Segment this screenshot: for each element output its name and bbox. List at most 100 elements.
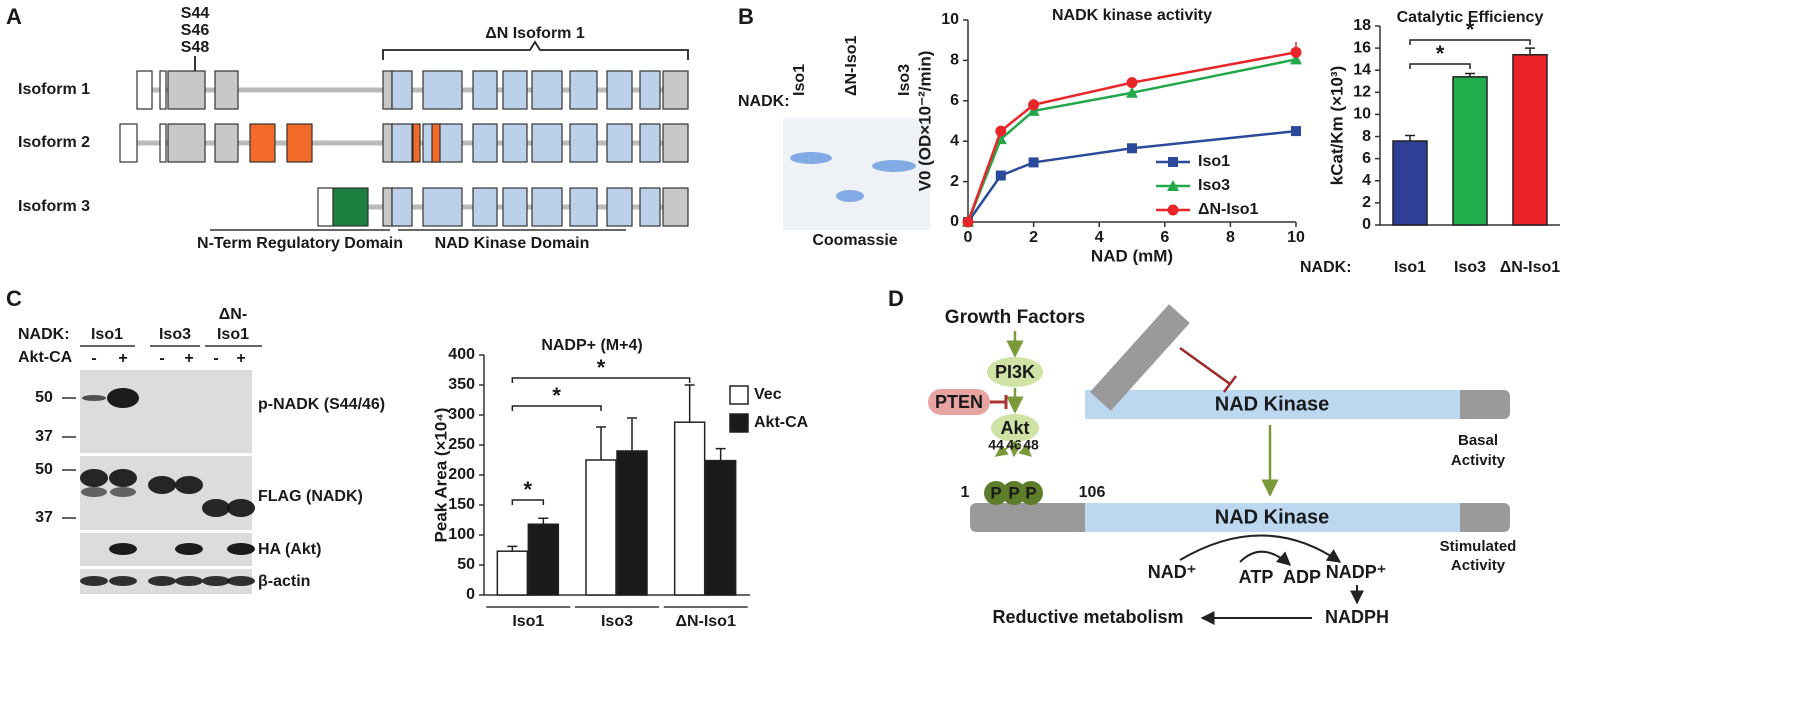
error-bar — [627, 417, 637, 451]
exon — [662, 123, 689, 163]
arrow — [1008, 441, 1022, 458]
exon — [472, 70, 498, 110]
exon — [382, 123, 393, 163]
exon — [606, 187, 633, 227]
band — [872, 160, 916, 172]
x-axis-label: NAD (mM) — [1091, 246, 1173, 265]
n-term — [1090, 304, 1190, 411]
exon — [332, 187, 369, 227]
domain-label: NAD Kinase — [1215, 393, 1329, 415]
band — [109, 469, 137, 487]
data-point — [1028, 157, 1039, 168]
marker-label: 37 — [35, 509, 53, 526]
exon — [639, 70, 661, 110]
y-axis-label: V0 (OD×10⁻²/min) — [915, 51, 934, 192]
y-tick-label: 0 — [950, 213, 959, 230]
legend-marker — [1167, 180, 1179, 191]
isoform-label: Isoform 2 — [18, 134, 90, 151]
significance-bracket — [511, 405, 602, 411]
phospho-label: P — [990, 483, 1001, 502]
exon — [639, 123, 661, 163]
chart-title: Catalytic Efficiency — [1397, 9, 1544, 26]
band — [202, 499, 230, 517]
x-tick-label: ΔN-Iso1 — [1500, 259, 1561, 276]
arrow — [1014, 441, 1032, 457]
isoform-label: Isoform 3 — [18, 198, 90, 215]
panel-letter: C — [6, 286, 22, 311]
inhibit — [990, 395, 1008, 409]
exon — [606, 123, 633, 163]
legend-marker — [1167, 204, 1179, 216]
y-tick-label: 200 — [448, 466, 475, 483]
exon — [391, 123, 413, 163]
data-point — [995, 125, 1007, 137]
site-label: S44 — [181, 5, 210, 22]
phospho — [984, 481, 1008, 505]
data-point — [1290, 53, 1302, 65]
exon — [391, 187, 413, 227]
significance-label: * — [524, 477, 533, 502]
x-tick-label: Iso3 — [1454, 259, 1486, 276]
y-tick-label: 400 — [448, 346, 475, 363]
node — [991, 414, 1039, 442]
exon — [569, 123, 598, 163]
bar — [527, 523, 560, 596]
state-label: Basal — [1458, 432, 1498, 449]
position-label: 106 — [1079, 484, 1106, 501]
legend-label: Iso3 — [1198, 177, 1230, 194]
x-tick-label: Iso3 — [601, 613, 633, 630]
site-label: 44 — [988, 437, 1004, 453]
data-point — [1127, 143, 1137, 154]
x-tick-label: 6 — [1160, 229, 1169, 246]
y-tick-label: 8 — [1362, 128, 1371, 145]
x-tick-label: 4 — [1095, 229, 1104, 246]
data-point — [1290, 46, 1302, 58]
y-tick-label: 50 — [457, 556, 475, 573]
state-label: Activity — [1451, 557, 1506, 574]
y-tick-label: 14 — [1353, 61, 1371, 78]
exon — [214, 123, 239, 163]
data-point — [1028, 99, 1040, 111]
row-label: Akt-CA — [18, 349, 73, 366]
y-tick-label: 350 — [448, 376, 475, 393]
exon — [286, 123, 313, 163]
gel — [783, 118, 930, 230]
y-tick-label: 18 — [1353, 17, 1371, 34]
exon — [214, 70, 239, 110]
reaction-label: NAD⁺ — [1148, 562, 1197, 582]
error-bar — [1465, 72, 1475, 77]
exon — [382, 70, 393, 110]
error-bar — [715, 447, 726, 461]
exon — [639, 187, 661, 227]
band — [82, 395, 106, 401]
y-tick-label: 0 — [466, 586, 475, 603]
lane-label: Iso1 — [791, 64, 808, 96]
error-bar — [1525, 47, 1535, 55]
exon — [167, 70, 206, 110]
state-label: Activity — [1451, 452, 1506, 469]
band — [109, 543, 137, 555]
exon — [431, 123, 441, 163]
group-label: Iso1 — [217, 326, 249, 343]
blot-label: β-actin — [258, 573, 310, 590]
band — [80, 576, 108, 586]
group-label: ΔN- — [219, 306, 247, 323]
panel-c: NADK: Akt-CA Iso1 Iso3 ΔN- Iso1 - + - + - +50 37 50 37… — [18, 306, 385, 594]
bar — [585, 459, 617, 596]
group-label: Iso1 — [91, 326, 123, 343]
band — [148, 576, 176, 586]
y-tick-label: 12 — [1353, 84, 1371, 101]
data-point — [1126, 77, 1138, 89]
treatment-label: - — [91, 350, 96, 367]
phospho — [1019, 481, 1043, 505]
row-label: NADK: — [18, 326, 70, 343]
exon — [662, 187, 689, 227]
exon — [502, 70, 528, 110]
blot-label: p-NADK (S44/46) — [258, 396, 385, 413]
inhibit — [1179, 346, 1237, 393]
chart-title: NADP+ (M+4) — [541, 337, 642, 354]
panel-b: NADK:Iso1 ΔN-Iso1 Iso3 Coomassie — [738, 36, 930, 249]
significance-label: * — [1436, 41, 1445, 66]
